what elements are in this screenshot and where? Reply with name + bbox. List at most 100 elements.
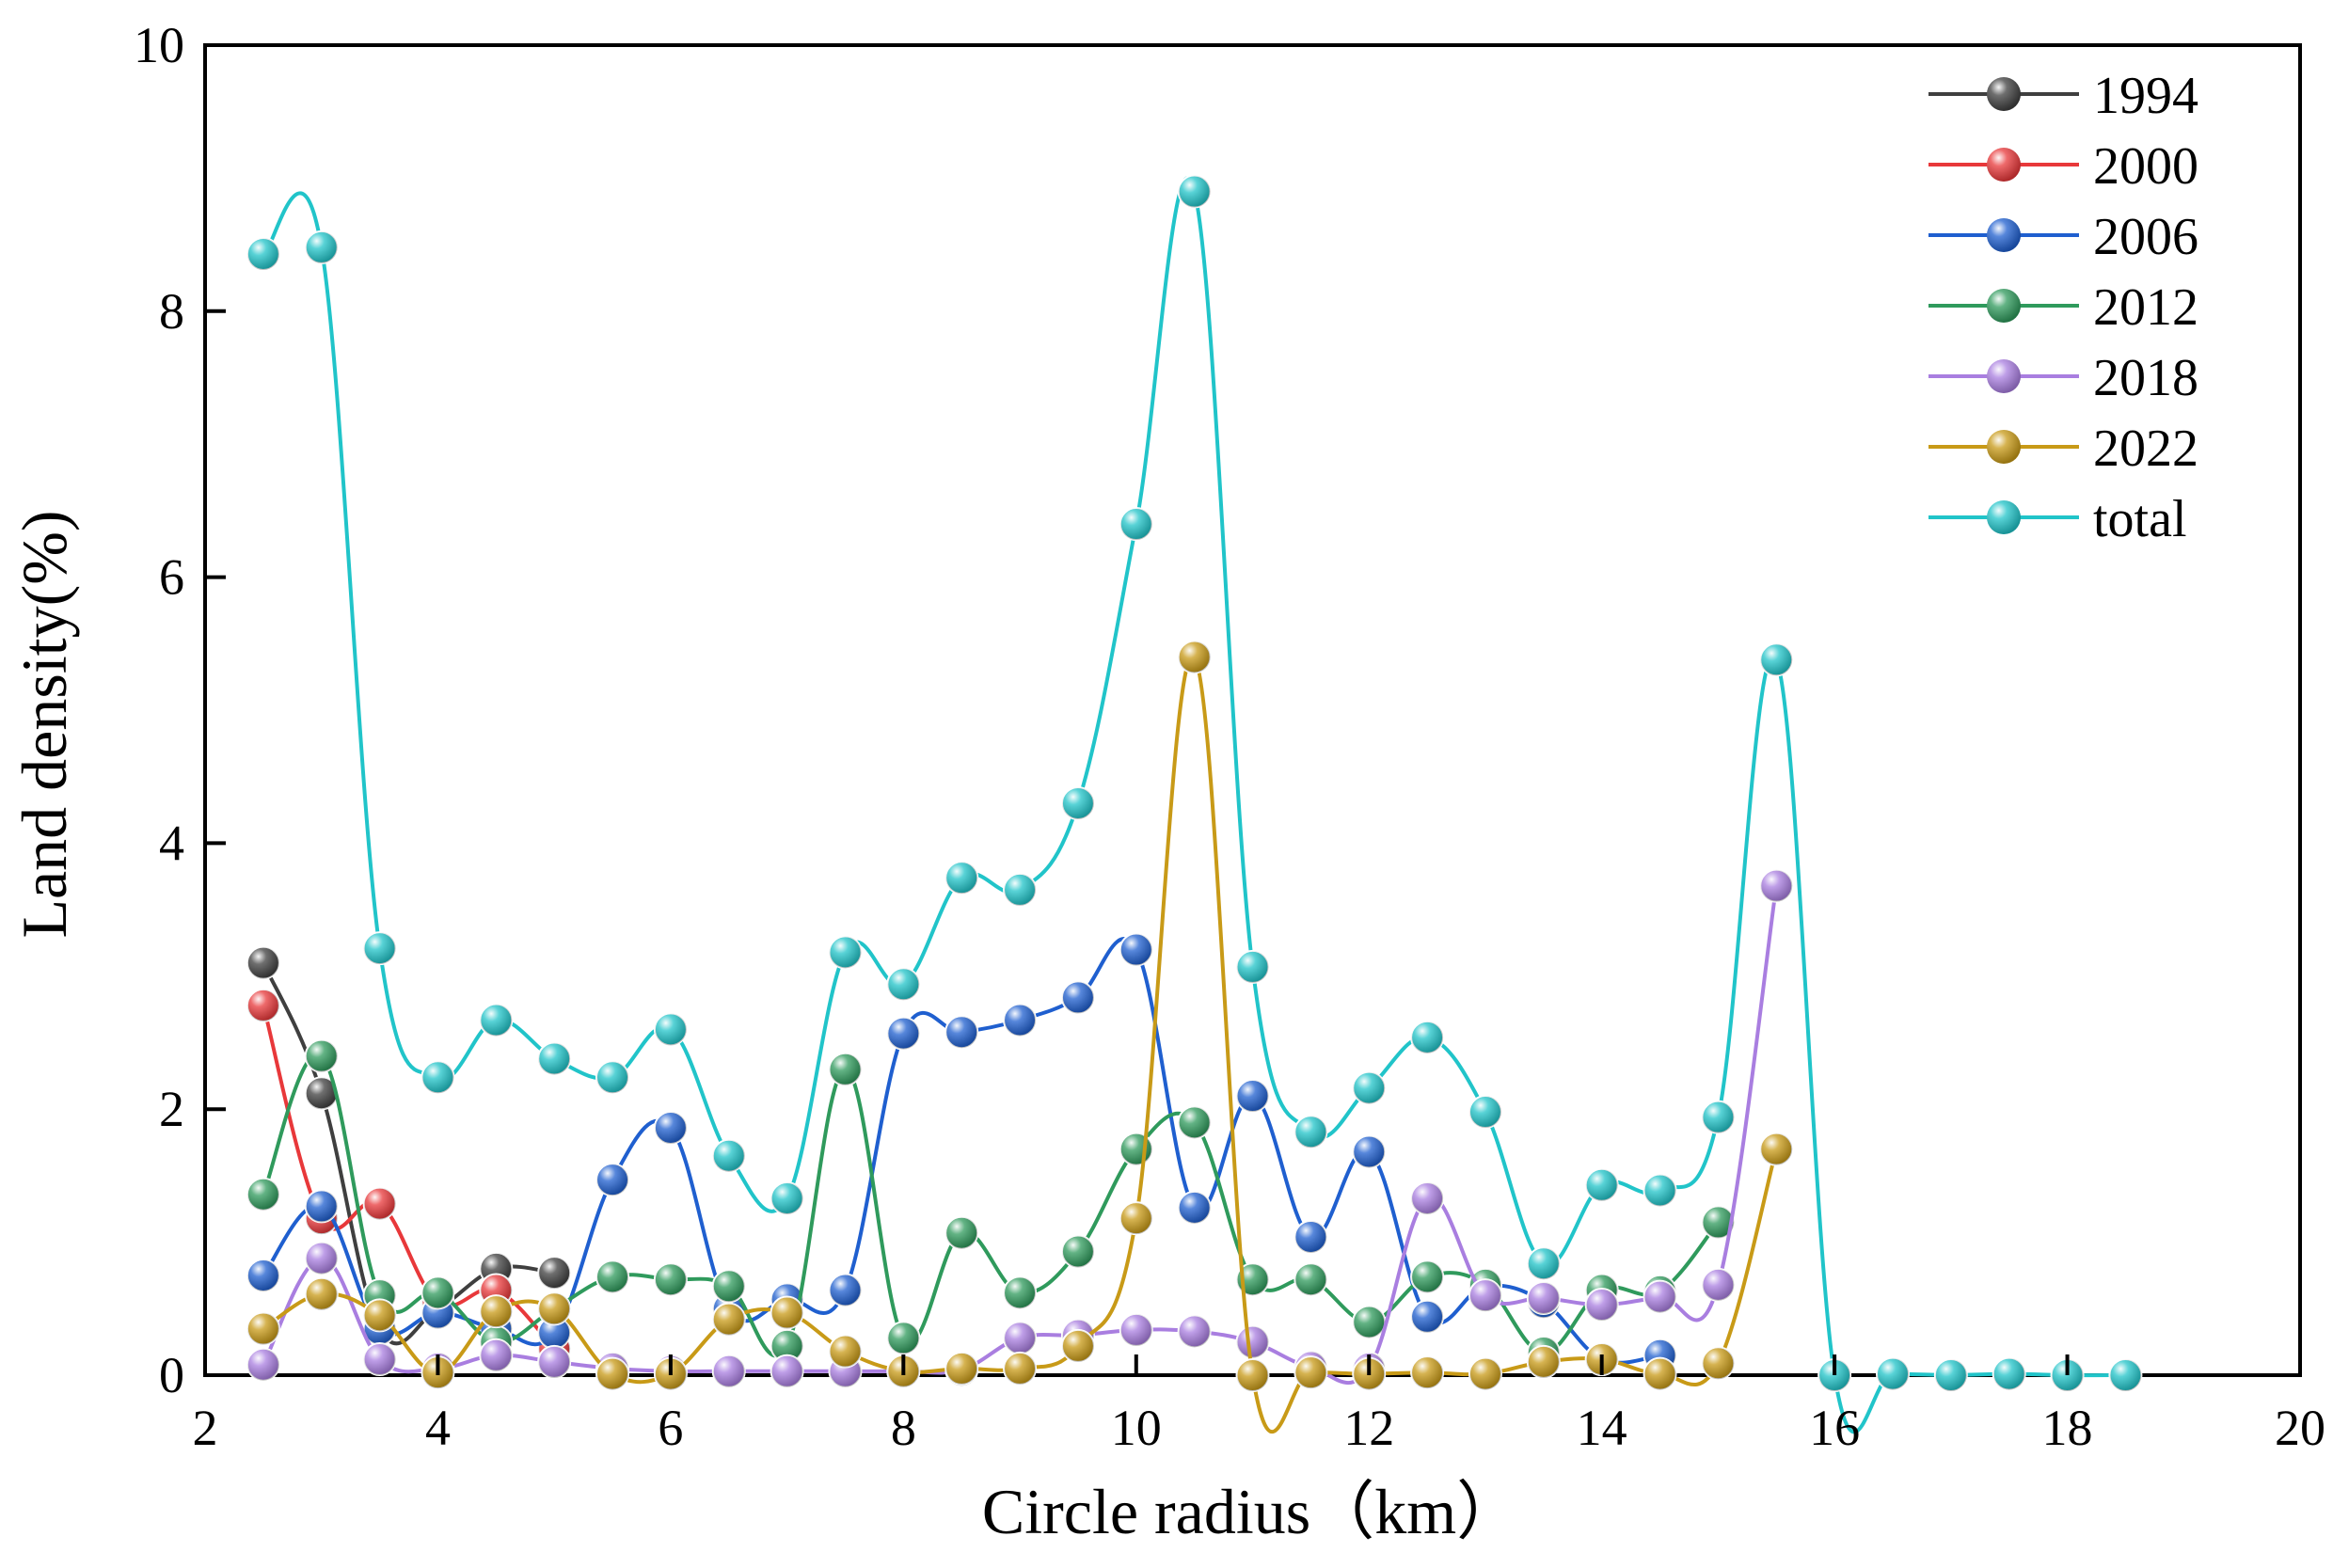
x-tick-label: 2: [193, 1400, 218, 1456]
legend-label-2022: 2022: [2093, 420, 2198, 478]
data-point-highlight: [712, 1270, 745, 1303]
data-point-highlight: [829, 936, 862, 969]
data-point-highlight: [1294, 1263, 1327, 1296]
data-point-highlight: [1643, 1280, 1676, 1313]
data-point-highlight: [305, 1190, 338, 1223]
data-point-highlight: [1119, 508, 1152, 541]
x-tick-label: 18: [2042, 1400, 2093, 1456]
data-point-highlight: [1702, 1206, 1735, 1239]
data-point-highlight: [712, 1303, 745, 1336]
data-point-highlight: [246, 237, 279, 270]
data-point-highlight: [829, 1335, 862, 1368]
legend-label-1994: 1994: [2093, 67, 2198, 125]
data-point-highlight: [596, 1260, 629, 1293]
data-point-highlight: [246, 1348, 279, 1381]
y-tick-label: 4: [159, 815, 184, 871]
data-point-highlight: [1236, 1325, 1269, 1358]
data-point-highlight: [1353, 1071, 1386, 1104]
data-point-highlight: [1643, 1174, 1676, 1207]
x-tick-label: 20: [2275, 1400, 2325, 1456]
data-point-highlight: [1527, 1281, 1560, 1314]
data-point-highlight: [1004, 1276, 1037, 1309]
data-point-highlight: [770, 1296, 803, 1329]
data-point-highlight: [1934, 1359, 1967, 1391]
data-point-highlight: [770, 1181, 803, 1214]
data-point-highlight: [1643, 1357, 1676, 1390]
y-axis-title: Land density(%): [8, 510, 80, 938]
series-layer: [246, 174, 2143, 1434]
data-point-highlight: [538, 1257, 571, 1290]
data-point-highlight: [1527, 1247, 1560, 1280]
data-point-highlight: [1004, 873, 1037, 906]
data-point-highlight: [1061, 981, 1094, 1014]
y-tick-label: 2: [159, 1081, 184, 1137]
data-point-highlight: [654, 1111, 687, 1144]
data-point-highlight: [246, 989, 279, 1022]
data-point-highlight: [1876, 1357, 1909, 1390]
x-axis-title: Circle radius（km）: [982, 1476, 1520, 1547]
x-tick-label: 16: [1809, 1400, 1860, 1456]
data-point-highlight: [654, 1263, 687, 1296]
data-point-highlight: [1992, 1357, 2025, 1390]
data-point-highlight: [887, 1017, 920, 1050]
data-point-highlight: [887, 968, 920, 1001]
data-point-highlight: [1468, 1096, 1501, 1129]
data-point-highlight: [712, 1139, 745, 1172]
data-point-highlight: [538, 1345, 571, 1378]
data-point-highlight: [1061, 1235, 1094, 1268]
data-point-highlight: [712, 1354, 745, 1387]
data-point-highlight: [945, 1352, 978, 1385]
plot-area: [203, 43, 2302, 1377]
data-point-highlight: [1004, 1352, 1037, 1385]
data-point-highlight: [1411, 1260, 1444, 1293]
data-point-highlight: [538, 1316, 571, 1349]
data-point-highlight: [1236, 1359, 1269, 1391]
legend-marker-highlight: [1987, 148, 2021, 182]
data-point-highlight: [770, 1354, 803, 1387]
series-total: [246, 174, 2143, 1434]
series-2022: [246, 640, 1794, 1434]
data-point-highlight: [1178, 1106, 1211, 1139]
data-point-highlight: [1702, 1268, 1735, 1301]
data-point-highlight: [1294, 1356, 1327, 1389]
x-tick-label: 8: [891, 1400, 916, 1456]
data-point-highlight: [363, 932, 396, 965]
data-point-highlight: [421, 1061, 454, 1094]
data-point-highlight: [1702, 1101, 1735, 1133]
data-point-highlight: [945, 862, 978, 895]
legend-label-2006: 2006: [2093, 208, 2198, 266]
data-point-highlight: [1353, 1306, 1386, 1338]
legend-marker-highlight: [1987, 218, 2021, 252]
data-point-highlight: [538, 1042, 571, 1075]
data-point-highlight: [596, 1164, 629, 1196]
series-line-2012: [262, 1052, 1720, 1358]
series-2006: [246, 932, 1677, 1377]
y-tick-label: 10: [134, 17, 184, 73]
legend-marker-highlight: [1987, 77, 2021, 111]
data-point-highlight: [2109, 1359, 2142, 1391]
data-point-highlight: [1119, 1313, 1152, 1346]
legend-marker-highlight: [1987, 359, 2021, 393]
data-point-highlight: [480, 1295, 513, 1328]
data-point-highlight: [1760, 643, 1793, 676]
data-point-highlight: [1411, 1300, 1444, 1333]
data-point-highlight: [1294, 1116, 1327, 1148]
data-point-highlight: [1178, 1191, 1211, 1224]
y-tick-label: 8: [159, 283, 184, 340]
data-point-highlight: [770, 1329, 803, 1362]
x-tick-label: 12: [1343, 1400, 1394, 1456]
data-point-highlight: [246, 1312, 279, 1345]
legend-label-2018: 2018: [2093, 349, 2198, 407]
data-point-highlight: [363, 1187, 396, 1220]
data-point-highlight: [480, 1338, 513, 1371]
data-point-highlight: [1178, 175, 1211, 208]
legend-marker-highlight: [1987, 500, 2021, 534]
data-point-highlight: [1061, 1329, 1094, 1362]
data-point-highlight: [829, 1053, 862, 1085]
legend-label-2012: 2012: [2093, 278, 2198, 337]
data-point-highlight: [1760, 1132, 1793, 1165]
legend-label-total: total: [2093, 490, 2187, 548]
x-tick-label: 4: [425, 1400, 451, 1456]
